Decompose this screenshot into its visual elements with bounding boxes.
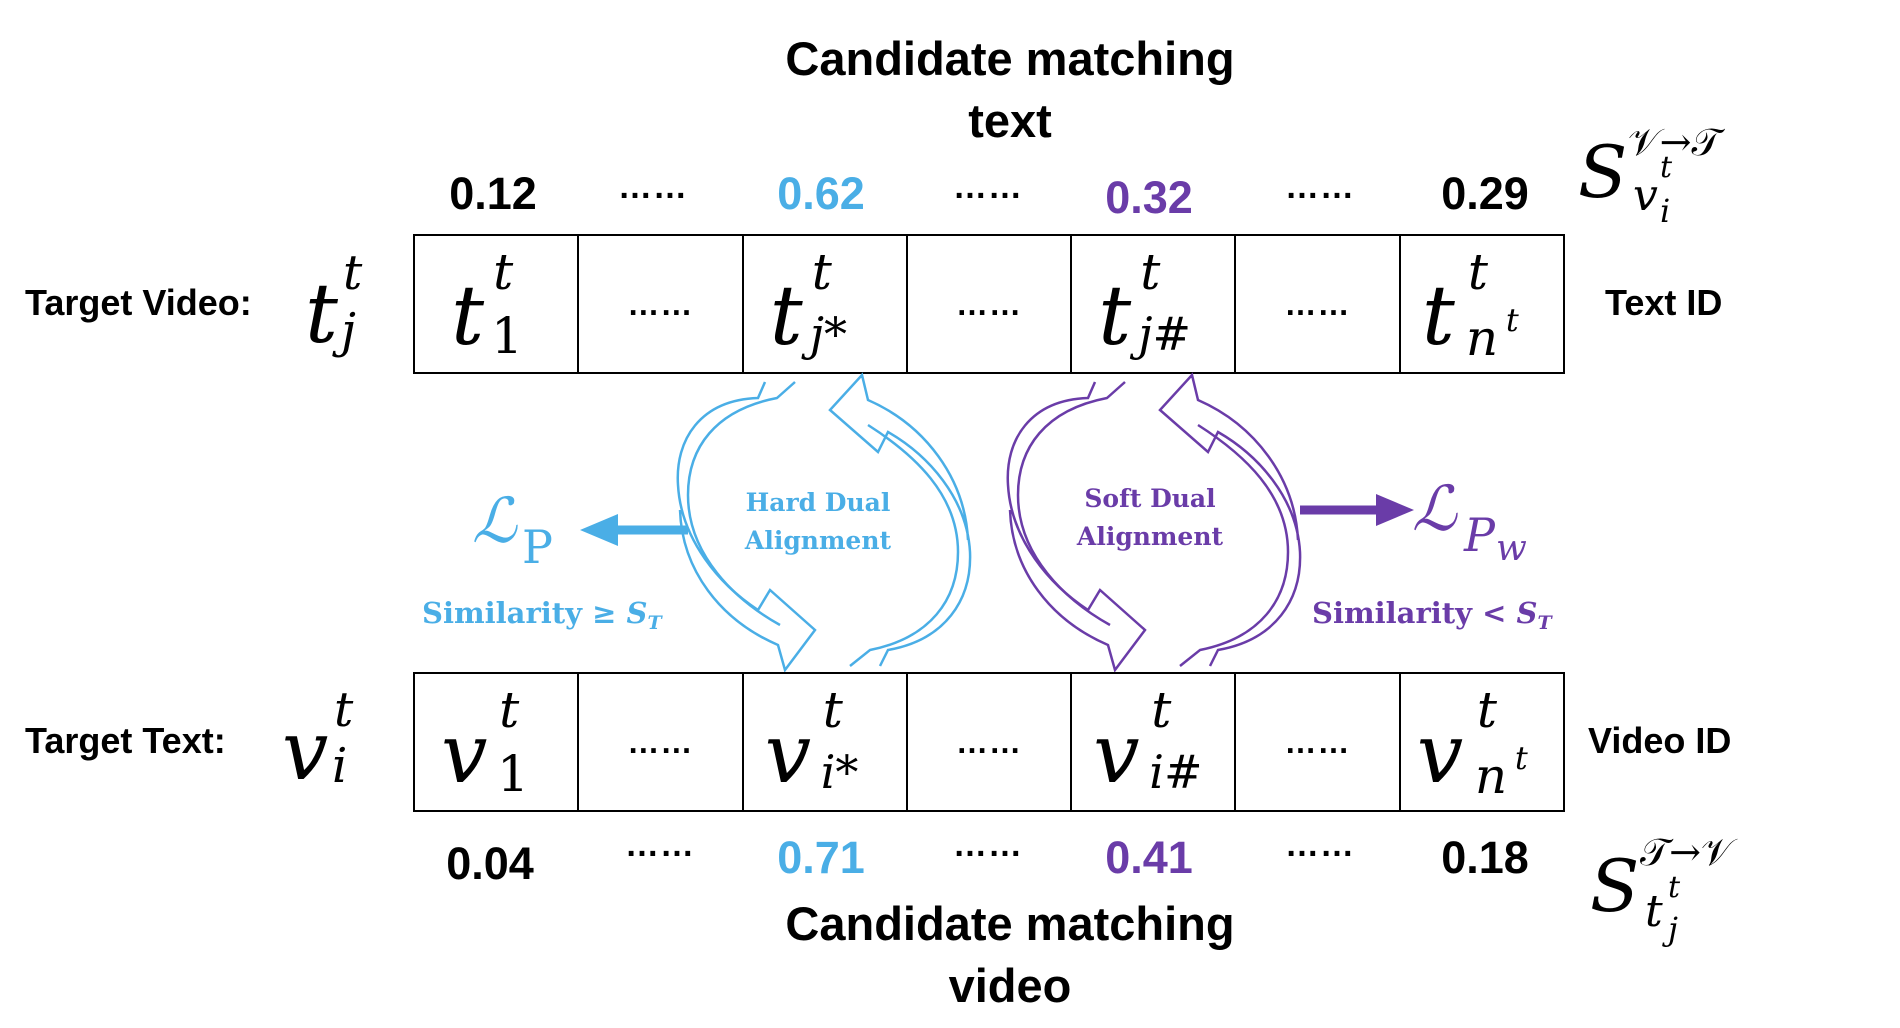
top-score-ellipsis-2: …… — [953, 168, 1023, 206]
bottom-score-symbol: S 𝒯→𝒱 t t j — [1590, 830, 1733, 948]
video-cell-1: v t 1 — [415, 674, 580, 810]
soft-alignment-cycle-icon — [1006, 372, 1302, 673]
hard-similarity-threshold: Similarity ≥ ST — [422, 596, 662, 634]
bottom-score-ellipsis-2: …… — [953, 826, 1023, 864]
top-row-symbol: t t j — [305, 245, 363, 362]
bottom-score-ellipsis-1: …… — [625, 826, 695, 864]
video-cell-ellipsis-1: …… — [579, 674, 744, 810]
text-cell-ellipsis-1: …… — [579, 236, 744, 372]
bottom-score-2: 0.71 — [777, 832, 865, 883]
hard-loss-arrowhead-icon — [580, 514, 618, 546]
text-cell-j-hash: t t j# — [1072, 236, 1237, 372]
text-cell-n: t t n t — [1421, 243, 1519, 367]
video-cell-n: v t n t — [1416, 681, 1528, 805]
top-score-ellipsis-1: …… — [618, 168, 688, 206]
soft-loss-arrowhead-icon — [1376, 494, 1414, 526]
soft-loss-symbol: ℒ P w — [1412, 472, 1527, 570]
top-score-3: 0.32 — [1105, 172, 1193, 223]
top-score-symbol: S 𝒱→𝒯 v t i — [1578, 120, 1721, 230]
top-score-1: 0.12 — [449, 168, 537, 219]
top-score-4: 0.29 — [1441, 168, 1529, 219]
text-cell-ellipsis-2: …… — [908, 236, 1073, 372]
video-cell-ellipsis-2: …… — [908, 674, 1073, 810]
bottom-score-ellipsis-3: …… — [1285, 826, 1355, 864]
text-cell-ellipsis-3: …… — [1236, 236, 1401, 372]
bottom-row-symbol: v t i — [282, 682, 354, 799]
hard-alignment-label: Hard Dual Alignment — [744, 488, 892, 555]
bottom-row-label: Target Text: — [25, 720, 226, 761]
text-id-label: Text ID — [1605, 282, 1723, 323]
video-cell-i-star: v t i* — [744, 674, 908, 810]
bottom-score-3: 0.41 — [1105, 832, 1193, 883]
top-title: Candidate matching text — [785, 32, 1235, 147]
bottom-score-1: 0.04 — [446, 838, 534, 889]
soft-similarity-threshold: Similarity < ST — [1312, 596, 1552, 634]
video-cell-i-hash: v t i# — [1072, 674, 1237, 810]
text-cell-j-star: t t j* — [744, 236, 908, 372]
top-score-2: 0.62 — [777, 168, 865, 219]
hard-loss-symbol: ℒ P — [472, 484, 553, 575]
top-row-label: Target Video: — [25, 282, 252, 323]
bottom-score-4: 0.18 — [1441, 832, 1529, 883]
bottom-title: Candidate matching video — [785, 897, 1235, 1012]
top-score-ellipsis-3: …… — [1285, 168, 1355, 206]
video-id-row: v t 1 …… v t i* …… v t i# …… v t — [413, 672, 1565, 812]
video-cell-ellipsis-3: …… — [1236, 674, 1401, 810]
soft-alignment-label: Soft Dual Alignment — [1076, 484, 1224, 551]
text-id-row: t t 1 …… t t j* …… t t j# …… t t — [413, 234, 1565, 374]
hard-alignment-cycle-icon — [676, 372, 972, 673]
video-id-label: Video ID — [1588, 720, 1732, 761]
text-cell-1: t t 1 — [415, 236, 580, 372]
